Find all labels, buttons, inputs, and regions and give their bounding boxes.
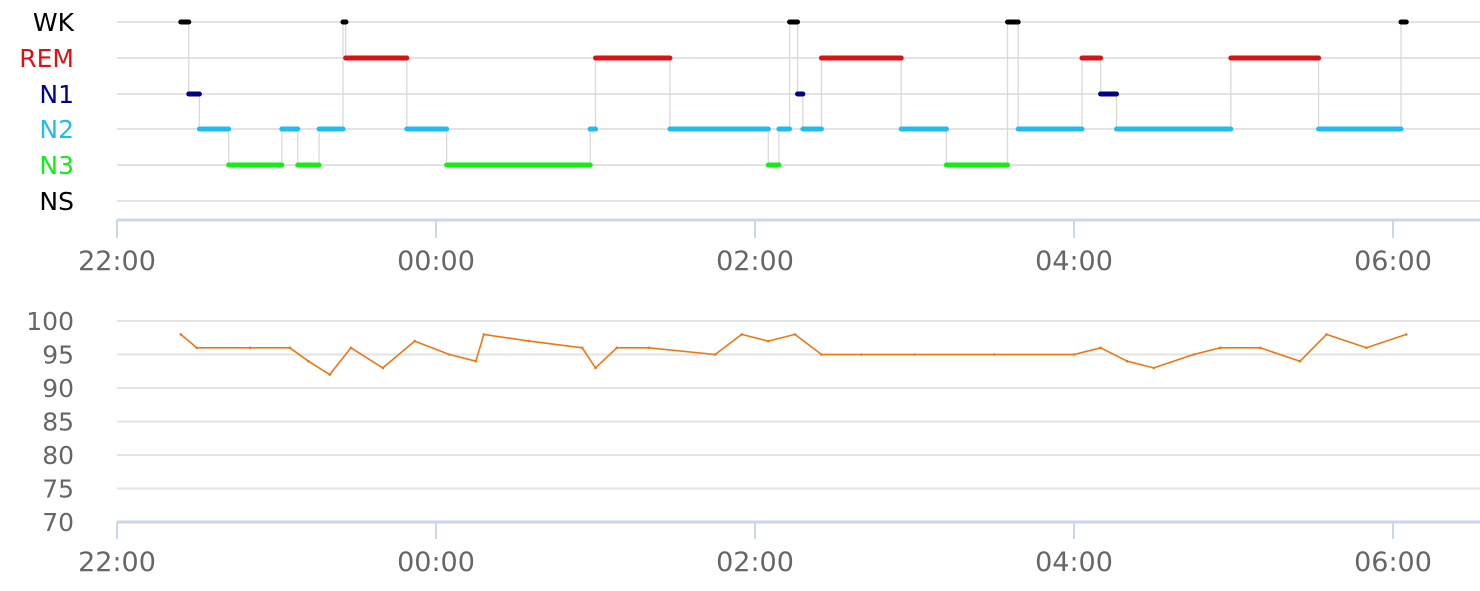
spo2-y-tick-label: 75 xyxy=(42,475,74,504)
spo2-point xyxy=(349,346,353,350)
hypnogram-y-tick-label: NS xyxy=(39,187,74,216)
spo2-point xyxy=(1218,346,1222,350)
spo2-y-tick-label: 85 xyxy=(42,408,74,437)
spo2-point xyxy=(1258,346,1262,350)
spo2-point xyxy=(1404,333,1408,336)
spo2-point xyxy=(527,339,531,343)
spo2-point xyxy=(594,366,597,370)
hypnogram-x-tick-label: 02:00 xyxy=(716,246,794,277)
spo2-point xyxy=(474,359,478,363)
spo2-point xyxy=(580,346,584,350)
spo2-point xyxy=(820,353,823,356)
hypnogram-x-tick-label: 22:00 xyxy=(78,246,156,277)
spo2-y-tick-label: 100 xyxy=(26,307,74,336)
spo2-point xyxy=(1325,333,1328,336)
spo2-point xyxy=(713,353,717,356)
hypnogram-chart: WK REM N1 N2 N3 NS 22:00 00:00 02:00 04:00 06:00 xyxy=(19,8,1480,277)
spo2-y-tick-label: 90 xyxy=(42,374,74,403)
spo2-point xyxy=(447,353,451,356)
hypnogram-y-tick-label: WK xyxy=(33,8,75,37)
spo2-x-tick-label: 04:00 xyxy=(1035,547,1113,578)
spo2-point xyxy=(1365,346,1368,350)
spo2-point xyxy=(766,339,770,343)
spo2-point xyxy=(195,346,199,350)
spo2-point xyxy=(482,333,486,336)
spo2-y-tick-label: 70 xyxy=(42,508,74,537)
spo2-x-tick-label: 00:00 xyxy=(397,547,475,578)
spo2-point xyxy=(860,353,863,356)
spo2-point xyxy=(1125,359,1129,363)
spo2-point xyxy=(328,373,331,376)
spo2-point xyxy=(288,346,292,350)
hypnogram-y-tick-label: N1 xyxy=(39,80,74,109)
hypnogram-x-tick-label: 06:00 xyxy=(1354,246,1432,277)
spo2-point xyxy=(1072,353,1076,356)
hypnogram-x-tick-label: 00:00 xyxy=(397,246,475,277)
hypnogram-y-tick-label: N3 xyxy=(39,151,74,180)
spo2-point xyxy=(793,333,797,336)
spo2-point xyxy=(413,339,417,343)
spo2-point xyxy=(992,353,996,356)
spo2-point xyxy=(913,353,916,356)
hypnogram-y-tick-label: N2 xyxy=(39,115,74,144)
spo2-y-tick-label: 95 xyxy=(42,341,74,370)
hypnogram-x-tick-label: 04:00 xyxy=(1035,246,1113,277)
spo2-point xyxy=(1152,366,1156,370)
spo2-point xyxy=(1298,359,1302,363)
spo2-series-line xyxy=(180,333,1407,376)
spo2-point xyxy=(307,359,310,363)
spo2-point xyxy=(381,366,385,370)
spo2-point xyxy=(1192,353,1195,356)
spo2-point xyxy=(615,346,619,350)
spo2-y-tick-label: 80 xyxy=(42,441,74,470)
spo2-point xyxy=(179,333,183,336)
spo2-x-tick-label: 02:00 xyxy=(716,547,794,578)
spo2-point xyxy=(647,346,650,350)
spo2-x-tick-label: 06:00 xyxy=(1354,547,1432,578)
spo2-point xyxy=(248,346,252,350)
spo2-point xyxy=(1099,346,1102,350)
spo2-x-tick-label: 22:00 xyxy=(78,547,156,578)
spo2-point xyxy=(740,333,744,336)
hypnogram-y-tick-label: REM xyxy=(19,44,74,73)
